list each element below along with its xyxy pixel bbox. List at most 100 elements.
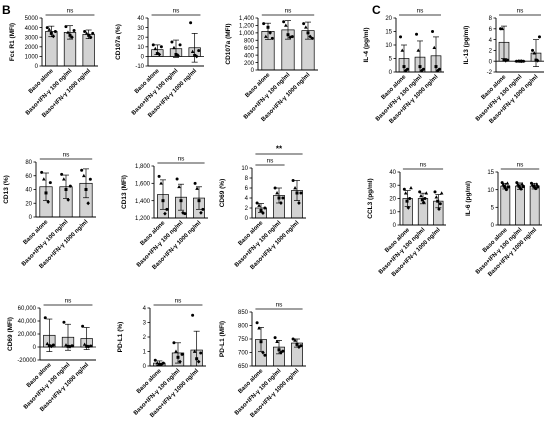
significance-label: ns (267, 158, 275, 165)
y-tick-label: 1,000 (239, 31, 255, 37)
y-tick-label: 800 (244, 38, 255, 44)
significance-label: ns (285, 8, 293, 15)
data-point (196, 359, 201, 364)
data-point (66, 197, 70, 202)
data-point (402, 65, 406, 69)
data-point (153, 358, 157, 362)
y-tick-label: 60,000 (18, 306, 37, 312)
y-tick-label: 20 (389, 197, 396, 203)
data-point (281, 196, 285, 200)
data-point (275, 339, 279, 344)
data-point (161, 361, 165, 365)
significance-label: ns (417, 8, 425, 15)
data-point (262, 22, 266, 26)
data-point (431, 30, 435, 33)
y-tick-label: 200 (244, 61, 255, 67)
y-tick-label: 850 (238, 310, 249, 316)
y-tick-label: 1000 (25, 55, 39, 61)
data-point (60, 172, 64, 176)
data-point (277, 196, 281, 200)
data-point (534, 182, 539, 186)
data-point (179, 199, 183, 203)
data-point (302, 22, 306, 26)
data-point (192, 349, 197, 353)
data-point (172, 45, 176, 50)
data-point (47, 27, 52, 31)
y-tick-label: 0 (389, 70, 393, 76)
y-tick-label: 10 (137, 45, 144, 51)
data-point (80, 168, 84, 172)
y-tick-label: 1 (143, 350, 147, 356)
data-point (505, 58, 509, 62)
y-tick-label: 20 (137, 35, 144, 41)
y-axis-label: IL-6 (pg/ml) (465, 181, 472, 216)
data-point (423, 197, 427, 200)
data-point (81, 324, 85, 328)
y-axis-label: IL-13 (pg/ml) (463, 26, 470, 65)
data-point (419, 193, 423, 198)
data-point (89, 344, 93, 348)
significance-label: ns (276, 302, 284, 309)
data-point (176, 53, 180, 58)
y-axis-label: CD69 (MFI) (7, 317, 14, 351)
data-point (406, 205, 411, 210)
data-point (42, 177, 46, 181)
data-point (177, 184, 181, 189)
significance-label: ns (173, 8, 181, 15)
y-tick-label: 20 (25, 201, 32, 207)
data-point (165, 207, 169, 211)
data-point (66, 344, 70, 348)
data-point (433, 190, 437, 194)
y-axis-label: CD107a (%) (115, 24, 122, 60)
data-point (157, 174, 161, 178)
data-point (500, 26, 505, 31)
data-point (68, 33, 72, 37)
y-tick-label: 0 (143, 364, 147, 370)
bar (500, 185, 511, 226)
data-point (536, 185, 540, 189)
data-point (159, 181, 163, 185)
y-tick-label: 30 (389, 183, 396, 189)
data-point (257, 203, 261, 207)
data-point (199, 351, 203, 355)
y-tick-label: 20,000 (18, 332, 37, 338)
data-point (399, 35, 403, 39)
data-point (502, 58, 506, 62)
data-point (534, 58, 538, 62)
y-tick-label: 5 (491, 206, 495, 212)
data-point (408, 197, 412, 200)
data-point (532, 51, 537, 55)
significance-label: ns (178, 156, 186, 163)
data-point (403, 191, 408, 195)
y-tick-label: 1,400 (135, 199, 151, 205)
data-point (437, 67, 441, 71)
y-tick-label: 40 (137, 16, 144, 22)
data-point (157, 363, 161, 367)
data-point (290, 35, 294, 39)
data-point (263, 353, 267, 357)
data-point (273, 336, 277, 340)
data-point (400, 48, 405, 52)
significance-label: ** (276, 145, 283, 154)
data-point (521, 59, 525, 63)
y-tick-label: -2 (487, 70, 493, 76)
data-point (199, 210, 203, 215)
data-point (151, 43, 155, 47)
data-point (180, 352, 184, 356)
data-point (178, 359, 182, 364)
y-tick-label: 0 (29, 215, 33, 221)
bar (529, 185, 540, 226)
data-point (155, 52, 159, 56)
data-point (159, 45, 163, 49)
data-point (72, 28, 76, 32)
bar (82, 33, 95, 67)
data-point (295, 191, 299, 195)
data-point (194, 54, 199, 59)
data-point (421, 200, 426, 205)
data-point (299, 191, 303, 195)
y-tick-label: -10 (135, 64, 144, 70)
y-tick-label: 0 (393, 223, 397, 229)
